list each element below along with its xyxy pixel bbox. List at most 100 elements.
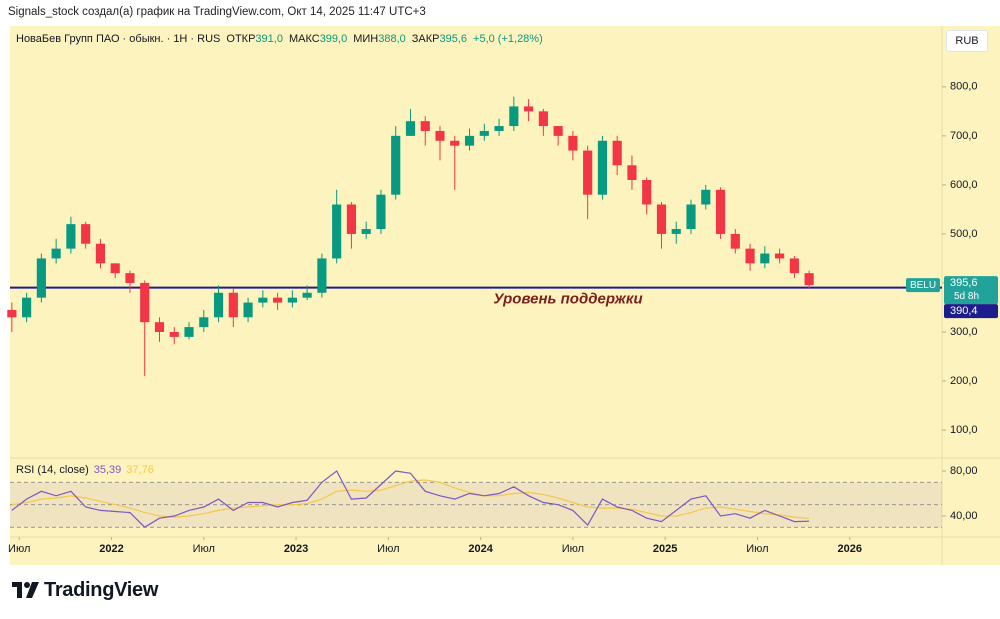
y-tick-label: 100,0 (950, 424, 978, 436)
candle-body (22, 297, 32, 318)
rsi-header: RSI (14, close) 35,39 37,76 (16, 464, 154, 476)
chart-header: НоваБев Групп ПАО · обыкн. · 1H · RUS ОТК… (16, 33, 543, 45)
candle-body (568, 135, 578, 151)
change: +5,0 (+1,28%) (473, 33, 543, 45)
candle-body (420, 121, 430, 131)
support-annotation: Уровень поддержки (493, 291, 642, 308)
y-tick-label: 300,0 (950, 326, 978, 338)
y-tick-label: 800,0 (950, 81, 978, 93)
candle-body (745, 248, 755, 264)
candle-body (730, 233, 740, 249)
candle-body (627, 165, 637, 180)
ohlc-label: МИН (353, 33, 379, 45)
x-tick-label: 2024 (468, 543, 493, 555)
ohlc-item: ЗАКР395,6 (412, 33, 467, 45)
y-tick-label: 40,00 (950, 510, 978, 522)
candle-body (583, 150, 593, 195)
candle-body (81, 224, 91, 244)
y-tick-label: 700,0 (950, 130, 978, 142)
x-tick-label: 2023 (284, 543, 308, 555)
ohlc-value: 388,0 (378, 33, 406, 45)
candle-body (671, 229, 681, 234)
candle-body (597, 140, 607, 195)
ohlc-value: 391,0 (255, 33, 283, 45)
candle-body (332, 204, 342, 259)
symbol-tag-bg (906, 278, 940, 293)
candle-body (95, 243, 106, 264)
candle-body (760, 253, 770, 264)
candle-body (612, 140, 622, 166)
candle-body (140, 282, 150, 323)
candle-body (184, 327, 194, 337)
y-tick-label: 200,0 (950, 375, 978, 387)
countdown: 5d 8h (954, 291, 979, 302)
rsi-line (11, 470, 810, 528)
candle-body (479, 130, 489, 136)
time-axis-background (10, 537, 1000, 565)
y-tick-label: 600,0 (950, 179, 978, 191)
candle-body (213, 292, 224, 318)
candle-body (7, 309, 17, 318)
x-tick-label: 2026 (837, 543, 861, 555)
ohlc-label: МАКС (288, 33, 320, 45)
candle-body (464, 135, 475, 146)
ohlc-item: ОТКР391,0 (226, 33, 283, 45)
candle-body (538, 111, 548, 127)
candle-body (642, 179, 652, 205)
ohlc-label: ОТКР (226, 33, 256, 45)
logo-icon (12, 582, 39, 598)
candle-body (494, 126, 504, 131)
ohlc-label: ЗАКР (411, 33, 440, 45)
candle-body (51, 248, 61, 259)
logo: TradingView (12, 579, 158, 602)
support-label-bg (944, 304, 998, 319)
candle-body (243, 302, 253, 318)
attribution: Signals_stock создал(а) график на Tradin… (8, 6, 426, 18)
ohlc-value: 395,6 (439, 33, 468, 45)
candle-body (169, 331, 179, 337)
candle-body (258, 297, 268, 303)
candle-body (110, 263, 120, 274)
candle-body (287, 297, 297, 303)
candle-body (361, 229, 371, 234)
ohlc-value: 399,0 (319, 33, 348, 45)
chart: 100,0200,0300,0400,0500,0600,0700,0800,0… (7, 26, 1000, 565)
candle-body (36, 258, 46, 298)
x-tick-label: Июл (193, 543, 215, 555)
candle-body (125, 273, 135, 283)
candle-body (405, 121, 416, 136)
candle-body (228, 292, 238, 318)
candle-body (376, 194, 386, 230)
candle-body (509, 106, 519, 127)
candle-body (789, 258, 799, 274)
ohlc-item: МИН388,0 (353, 33, 406, 45)
candle-body (775, 253, 785, 259)
rsi-value: 37,76 (126, 464, 154, 476)
candle-body (199, 317, 209, 328)
x-tick-label: Июл (562, 543, 584, 555)
candle-body (450, 140, 460, 146)
candle-body (553, 126, 563, 136)
plot-background (10, 26, 942, 537)
candle-body (701, 189, 711, 205)
x-tick-label: Июл (746, 543, 768, 555)
candle-body (391, 135, 401, 195)
candle-body (656, 204, 667, 234)
candle-body (524, 106, 534, 112)
rsi-title: RSI (14, close) (16, 464, 89, 476)
symbol-tag: BELU (910, 280, 936, 291)
currency-button[interactable]: RUB (946, 30, 988, 52)
candle-body (346, 204, 357, 234)
price-label-bg (944, 276, 998, 305)
x-tick-label: 2022 (99, 543, 123, 555)
candle-body (273, 297, 283, 303)
candle-body (302, 292, 312, 298)
y-tick-label: 500,0 (950, 228, 978, 240)
candle-body (435, 130, 445, 141)
x-tick-label: Июл (377, 543, 399, 555)
y-tick-label: 80,00 (950, 465, 978, 477)
rsi-line (11, 479, 810, 520)
candle-body (715, 189, 726, 234)
x-tick-label: 2025 (653, 543, 677, 555)
